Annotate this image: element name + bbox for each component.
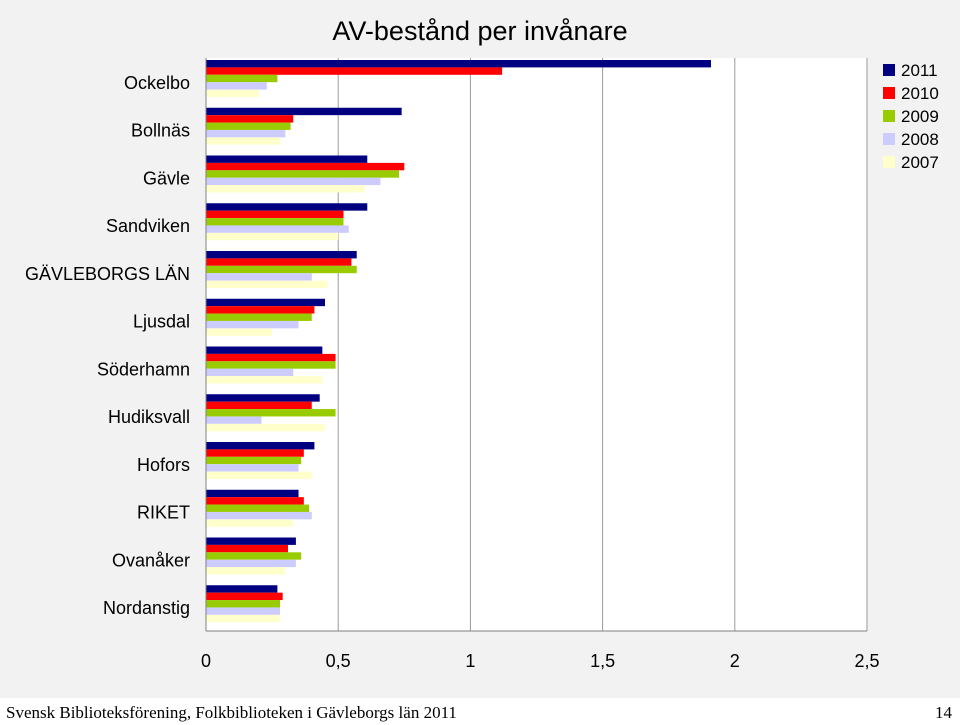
category-label: Sandviken <box>106 216 190 236</box>
bar-2009-3 <box>206 218 344 226</box>
bar-2009-0 <box>206 74 278 83</box>
bar-2007-2 <box>206 185 365 193</box>
bar-2010-1 <box>206 115 294 123</box>
bar-2009-9 <box>206 504 310 512</box>
bar-2011-8 <box>206 442 315 450</box>
bar-2011-7 <box>206 394 320 402</box>
bar-2009-10 <box>206 552 302 560</box>
legend-label: 2011 <box>901 61 938 80</box>
bar-2011-0 <box>206 60 712 68</box>
bar-2007-5 <box>206 328 273 336</box>
bar-2008-3 <box>206 225 349 233</box>
x-tick-label: 1 <box>465 651 475 671</box>
bar-2007-1 <box>206 137 281 145</box>
bar-2011-9 <box>206 489 299 498</box>
bar-2008-9 <box>206 511 312 520</box>
bar-2010-7 <box>206 401 312 410</box>
legend-swatch-2008 <box>883 133 895 145</box>
bar-2010-4 <box>206 258 352 266</box>
bar-2007-9 <box>206 519 294 527</box>
chart-svg: Ockelbo Bollnäs Gävle Sandviken GÄVLEBORGS L… <box>25 16 939 671</box>
x-tick-label: 0 <box>201 651 211 671</box>
x-tick-label: 0,5 <box>326 651 351 671</box>
bar-2007-8 <box>206 471 312 479</box>
category-label: Ockelbo <box>124 73 190 93</box>
category-label: Ljusdal <box>133 312 190 332</box>
legend-swatch-2010 <box>883 87 895 99</box>
bar-2008-2 <box>206 177 381 186</box>
legend-swatch-2011 <box>883 64 895 76</box>
category-label: GÄVLEBORGS LÄN <box>25 264 190 284</box>
bar-2007-7 <box>206 423 325 432</box>
bar-2008-5 <box>206 320 299 329</box>
bar-2010-11 <box>206 592 283 601</box>
category-label: Gävle <box>143 168 190 188</box>
bar-2010-5 <box>206 306 315 314</box>
category-label: Söderhamn <box>97 359 190 379</box>
legend-swatch-2007 <box>883 156 895 168</box>
category-label: Hudiksvall <box>108 407 190 427</box>
bar-2010-2 <box>206 162 405 171</box>
bar-2009-7 <box>206 409 336 417</box>
bar-2009-11 <box>206 600 281 608</box>
category-label: RIKET <box>137 503 190 523</box>
bar-2011-3 <box>206 203 368 211</box>
bar-2008-11 <box>206 607 281 615</box>
bar-2008-6 <box>206 368 294 377</box>
bar-2009-6 <box>206 361 336 369</box>
legend-label: 2007 <box>901 153 939 172</box>
bar-2010-0 <box>206 67 503 75</box>
bar-2007-6 <box>206 376 323 384</box>
category-label: Bollnäs <box>131 121 190 141</box>
bar-2007-3 <box>206 232 339 241</box>
bar-2008-7 <box>206 416 262 424</box>
legend-label: 2008 <box>901 130 939 149</box>
chart-title: AV-bestånd per invånare <box>332 16 627 46</box>
bar-2011-2 <box>206 155 368 163</box>
bar-2009-1 <box>206 122 291 130</box>
footer-text: Svensk Biblioteksförening, Folkbibliotek… <box>6 703 457 722</box>
bar-2011-5 <box>206 298 325 307</box>
x-tick-label: 2 <box>730 651 740 671</box>
category-label: Ovanåker <box>112 550 190 570</box>
bar-2007-10 <box>206 567 286 575</box>
bar-2008-8 <box>206 464 299 472</box>
legend-label: 2009 <box>901 107 939 126</box>
bar-2008-4 <box>206 273 312 281</box>
bar-2009-4 <box>206 265 357 274</box>
category-label: Nordanstig <box>103 598 190 618</box>
bar-2010-9 <box>206 497 304 505</box>
bar-2008-10 <box>206 559 296 568</box>
bar-2010-3 <box>206 210 344 219</box>
chart-panel: Ockelbo Bollnäs Gävle Sandviken GÄVLEBORGS L… <box>0 0 960 698</box>
bar-2009-8 <box>206 456 302 465</box>
bar-2007-0 <box>206 89 259 97</box>
legend-label: 2010 <box>901 84 939 103</box>
x-tick-label: 2,5 <box>854 651 879 671</box>
category-label: Hofors <box>137 455 190 475</box>
bar-2008-1 <box>206 129 286 138</box>
bar-2011-6 <box>206 346 323 354</box>
bar-2009-5 <box>206 313 312 321</box>
bar-2007-11 <box>206 614 281 623</box>
bar-2010-6 <box>206 353 336 362</box>
bar-2008-0 <box>206 82 267 90</box>
bar-2011-10 <box>206 537 296 545</box>
bar-2007-4 <box>206 280 328 288</box>
bar-2011-11 <box>206 585 278 593</box>
bar-2010-10 <box>206 544 288 553</box>
plot-area <box>206 58 867 631</box>
x-tick-label: 1,5 <box>590 651 615 671</box>
bar-2011-1 <box>206 107 402 116</box>
bar-2011-4 <box>206 251 357 259</box>
page-number: 14 <box>935 703 952 722</box>
legend-swatch-2009 <box>883 110 895 122</box>
bar-2010-8 <box>206 449 304 457</box>
bar-2009-2 <box>206 170 400 178</box>
footer: Svensk Biblioteksförening, Folkbibliotek… <box>0 698 960 725</box>
